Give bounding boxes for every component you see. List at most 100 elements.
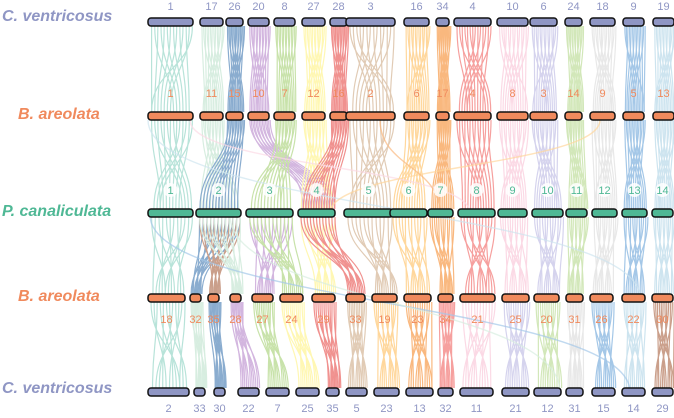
chromosome-bar[interactable] [437, 387, 454, 397]
chromosome-bar[interactable] [589, 293, 614, 303]
chromosome-bar[interactable] [245, 208, 294, 218]
chromosome-bar[interactable] [621, 387, 646, 397]
chromosome-bar[interactable] [225, 111, 244, 121]
chromosome-bar[interactable] [213, 387, 226, 397]
synteny-link [401, 216, 417, 295]
chromosome-bar[interactable] [273, 111, 296, 121]
chromosome-bar[interactable] [403, 293, 432, 303]
synteny-link [635, 301, 640, 389]
chromosome-bar[interactable] [453, 111, 492, 121]
synteny-link [469, 216, 484, 295]
chromosome-bar[interactable] [147, 111, 194, 121]
chromosome-bar[interactable] [591, 387, 616, 397]
chromosome-bar[interactable] [329, 17, 348, 27]
chromosome-bar[interactable] [435, 17, 450, 27]
chromosome-bar[interactable] [373, 387, 400, 397]
chromosome-bar[interactable] [564, 17, 583, 27]
chromosome-bar[interactable] [459, 387, 494, 397]
synteny-link [514, 301, 524, 389]
chromosome-bar[interactable] [652, 111, 674, 121]
chromosome-bar[interactable] [225, 17, 244, 27]
chromosome-bar[interactable] [565, 387, 584, 397]
chromosome-bar[interactable] [147, 293, 186, 303]
chromosome-bar[interactable] [497, 208, 528, 218]
chromosome-bar[interactable] [279, 293, 304, 303]
chromosome-bar[interactable] [207, 293, 220, 303]
chromosome-bar[interactable] [147, 17, 194, 27]
chromosome-bar[interactable] [652, 17, 674, 27]
chromosome-bar[interactable] [343, 208, 394, 218]
synteny-link [465, 301, 489, 389]
chromosome-bar[interactable] [565, 208, 588, 218]
synteny-link [202, 216, 214, 295]
synteny-link [567, 216, 574, 295]
chromosome-bar[interactable] [564, 111, 583, 121]
chromosome-bar[interactable] [533, 293, 560, 303]
chromosome-bar[interactable] [237, 387, 260, 397]
synteny-link [233, 119, 242, 210]
synteny-link [553, 119, 556, 210]
chromosome-bar[interactable] [501, 387, 530, 397]
chromosome-bar[interactable] [589, 17, 616, 27]
chromosome-bar[interactable] [329, 111, 348, 121]
chromosome-bar[interactable] [193, 387, 206, 397]
chromosome-bar[interactable] [496, 111, 529, 121]
chromosome-bar[interactable] [251, 293, 274, 303]
chromosome-bar[interactable] [403, 111, 430, 121]
chromosome-bar[interactable] [295, 387, 320, 397]
chromosome-bar[interactable] [529, 111, 558, 121]
chromosome-bar[interactable] [589, 111, 616, 121]
chromosome-bar[interactable] [345, 293, 366, 303]
chromosome-label: 32 [439, 403, 451, 415]
chromosome-bar[interactable] [427, 208, 454, 218]
chromosome-bar[interactable] [389, 208, 428, 218]
chromosome-bar[interactable] [435, 111, 450, 121]
chromosome-bar[interactable] [195, 208, 242, 218]
chromosome-bar[interactable] [247, 111, 270, 121]
chromosome-bar[interactable] [345, 17, 396, 27]
synteny-link [408, 301, 426, 389]
chromosome-bar[interactable] [651, 208, 674, 218]
chromosome-bar[interactable] [147, 208, 194, 218]
chromosome-bar[interactable] [273, 17, 296, 27]
chromosome-bar[interactable] [301, 111, 326, 121]
chromosome-bar[interactable] [345, 111, 396, 121]
chromosome-bar[interactable] [297, 208, 336, 218]
chromosome-bar[interactable] [453, 17, 492, 27]
chromosome-bar[interactable] [651, 387, 674, 397]
chromosome-bar[interactable] [459, 293, 496, 303]
synteny-link [276, 216, 292, 295]
chromosome-bar[interactable] [565, 293, 584, 303]
chromosome-bar[interactable] [199, 111, 224, 121]
synteny-link [262, 301, 279, 389]
chromosome-bar[interactable] [622, 17, 645, 27]
chromosome-bar[interactable] [405, 387, 434, 397]
chromosome-bar[interactable] [501, 293, 530, 303]
chromosome-bar[interactable] [621, 208, 648, 218]
chromosome-bar[interactable] [147, 387, 190, 397]
chromosome-bar[interactable] [457, 208, 496, 218]
chromosome-bar[interactable] [325, 387, 340, 397]
chromosome-bar[interactable] [533, 387, 562, 397]
chromosome-bar[interactable] [189, 293, 202, 303]
chromosome-bar[interactable] [301, 17, 326, 27]
synteny-link [521, 301, 529, 389]
chromosome-bar[interactable] [621, 293, 646, 303]
chromosome-bar[interactable] [437, 293, 454, 303]
chromosome-bar[interactable] [531, 208, 564, 218]
chromosome-bar[interactable] [622, 111, 645, 121]
chromosome-bar[interactable] [345, 387, 368, 397]
chromosome-bar[interactable] [529, 17, 558, 27]
chromosome-bar[interactable] [247, 17, 270, 27]
synteny-link [347, 216, 383, 295]
synteny-link [273, 119, 291, 210]
chromosome-bar[interactable] [199, 17, 224, 27]
chromosome-bar[interactable] [591, 208, 618, 218]
chromosome-bar[interactable] [265, 387, 290, 397]
chromosome-bar[interactable] [311, 293, 336, 303]
chromosome-bar[interactable] [496, 17, 529, 27]
chromosome-bar[interactable] [651, 293, 674, 303]
chromosome-bar[interactable] [371, 293, 398, 303]
chromosome-bar[interactable] [229, 293, 242, 303]
chromosome-bar[interactable] [403, 17, 430, 27]
